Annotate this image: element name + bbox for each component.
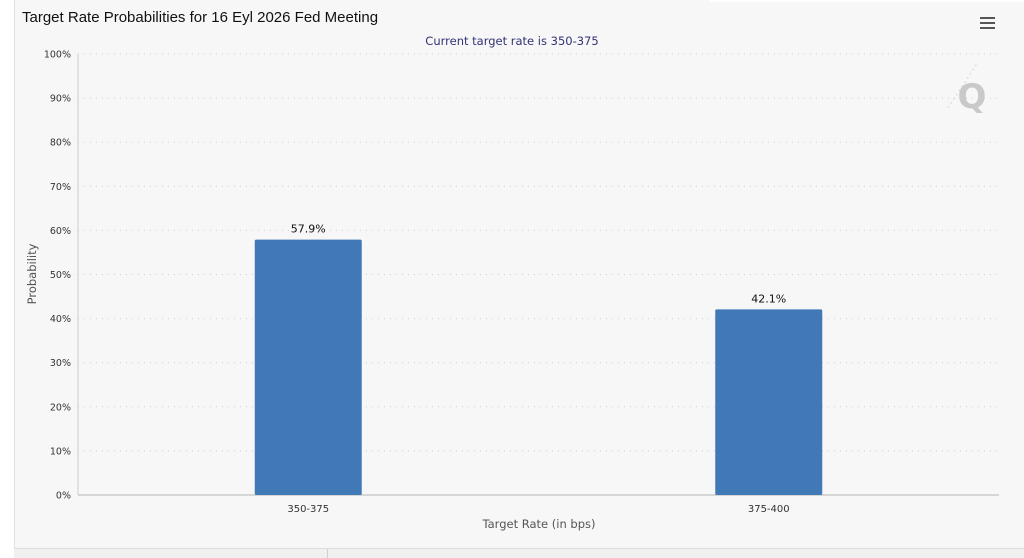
x-tick-label: 375-400 — [748, 504, 790, 515]
y-tick-label: 40% — [50, 314, 71, 325]
x-tick-label: 350-375 — [287, 504, 329, 515]
y-tick-label: 50% — [50, 270, 71, 281]
bar[interactable] — [254, 239, 362, 495]
svg-text:Q: Q — [958, 77, 987, 117]
data-label: 42.1% — [751, 292, 786, 305]
y-tick-label: 20% — [50, 402, 71, 413]
y-tick-label: 60% — [50, 226, 71, 237]
y-tick-label: 30% — [50, 358, 71, 369]
y-tick-label: 0% — [56, 491, 71, 502]
grid-lines — [78, 53, 999, 452]
chart-subtitle: Current target rate is 350-375 — [425, 34, 598, 48]
bottom-panel — [14, 548, 1024, 558]
q-logo-icon: Q — [947, 61, 987, 117]
y-axis-ticks: 0% 10% 20% 30% 40% 50% 60% 70% 80% 90% 100% — [44, 50, 71, 502]
hamburger-menu-icon[interactable] — [978, 15, 998, 31]
top-divider — [710, 0, 1024, 2]
x-axis-title: Target Rate (in bps) — [482, 517, 596, 531]
y-tick-label: 80% — [50, 138, 71, 149]
y-tick-label: 100% — [44, 50, 71, 61]
chart-container — [14, 0, 1024, 548]
chart-title: Target Rate Probabilities for 16 Eyl 202… — [22, 9, 379, 26]
y-tick-label: 90% — [50, 94, 71, 105]
bar[interactable] — [715, 309, 823, 495]
data-label: 57.9% — [291, 223, 326, 236]
y-tick-label: 70% — [50, 182, 71, 193]
y-tick-label: 10% — [50, 446, 71, 457]
y-axis-title: Probability — [25, 243, 39, 304]
x-axis-ticks: 350-375 375-400 — [287, 504, 789, 515]
bar-series: 57.9% 42.1% — [254, 223, 823, 495]
